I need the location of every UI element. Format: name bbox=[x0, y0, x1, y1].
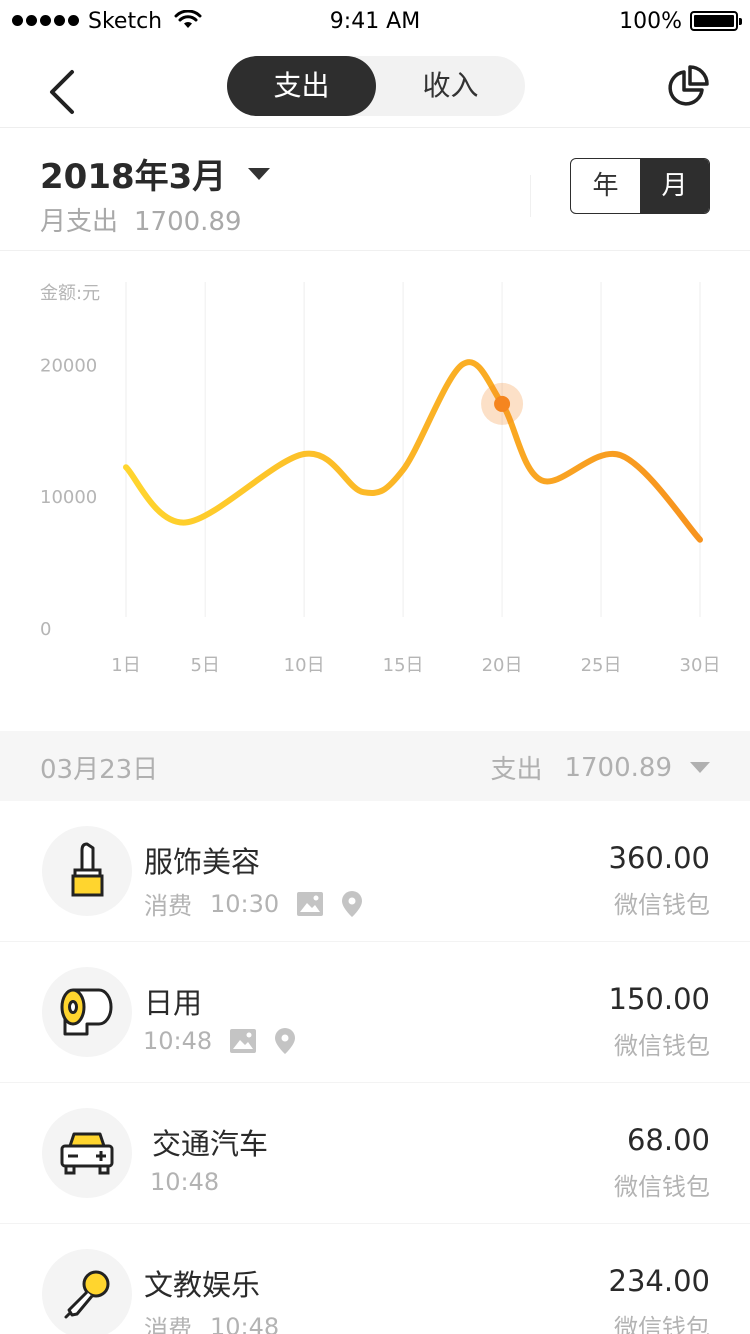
payment-account: 微信钱包 bbox=[614, 1314, 710, 1334]
category-name: 服饰美容 bbox=[144, 845, 261, 879]
toggle-year[interactable]: 年 bbox=[592, 171, 619, 201]
category-name: 日用 bbox=[144, 986, 203, 1020]
chevron-left-icon[interactable] bbox=[42, 68, 82, 116]
x-tick-label: 1日 bbox=[111, 655, 140, 676]
x-tick-label: 5日 bbox=[190, 655, 219, 676]
x-tick-label: 20日 bbox=[482, 655, 523, 676]
location-pin-icon bbox=[342, 890, 363, 917]
transaction-time: 10:48 bbox=[143, 1027, 213, 1055]
battery-icon bbox=[690, 11, 742, 31]
transaction-meta: 10:48 bbox=[143, 1027, 296, 1055]
highlight-point[interactable] bbox=[494, 395, 511, 412]
tab-expense[interactable]: 支出 bbox=[227, 56, 376, 116]
tab-income[interactable]: 收入 bbox=[422, 69, 479, 102]
category-name: 交通汽车 bbox=[152, 1127, 269, 1161]
payment-account: 微信钱包 bbox=[614, 891, 710, 919]
summary-amount: 1700.89 bbox=[134, 207, 242, 237]
series-line bbox=[123, 359, 703, 543]
transaction-tag: 消费 bbox=[144, 892, 192, 920]
y-axis-label: 金额:元 bbox=[40, 283, 100, 304]
status-time: 9:41 AM bbox=[329, 9, 421, 34]
category-name: 文教娱乐 bbox=[144, 1268, 261, 1302]
expense-income-switch: 支出 收入 bbox=[227, 56, 525, 116]
day-type-label: 支出 bbox=[490, 755, 543, 785]
category-icon-circle bbox=[42, 967, 132, 1057]
microphone-icon bbox=[64, 1270, 110, 1319]
pie-chart-icon[interactable] bbox=[664, 64, 710, 110]
payment-account: 微信钱包 bbox=[614, 1173, 710, 1201]
transaction-amount: 150.00 bbox=[608, 982, 710, 1016]
list-item[interactable]: 文教娱乐 消费 10:48 234.00 微信钱包 bbox=[0, 1224, 750, 1334]
category-icon-circle bbox=[42, 1249, 132, 1334]
transaction-meta: 消费 10:30 bbox=[144, 886, 363, 921]
day-summary-bar: 03月23日 支出 1700.89 bbox=[0, 731, 750, 801]
spending-chart: 金额:元 20000 10000 0 1日 5日 10日 15日 20日 25日 30日 bbox=[0, 252, 750, 730]
signal-icon bbox=[12, 15, 79, 26]
image-icon bbox=[297, 891, 324, 916]
toilet-paper-icon bbox=[60, 988, 113, 1036]
period-toggle: 年 月 bbox=[570, 158, 710, 214]
line-chart: 金额:元 20000 10000 0 1日 5日 10日 15日 20日 25日 30日 bbox=[40, 282, 721, 676]
transaction-time: 10:30 bbox=[210, 889, 280, 918]
transaction-time: 10:48 bbox=[150, 1168, 220, 1196]
payment-account: 微信钱包 bbox=[614, 1032, 710, 1060]
y-tick-label: 10000 bbox=[40, 487, 97, 508]
month-header: 2018年3月 月支出 1700.89 年 月 bbox=[0, 129, 750, 251]
carrier-name: Sketch bbox=[88, 9, 163, 34]
x-tick-label: 25日 bbox=[581, 655, 622, 676]
x-tick-label: 10日 bbox=[284, 655, 325, 676]
wifi-icon bbox=[174, 10, 202, 28]
y-tick-label: 20000 bbox=[40, 355, 97, 376]
car-icon bbox=[60, 1132, 114, 1175]
month-picker[interactable]: 2018年3月 bbox=[40, 149, 271, 198]
transaction-amount: 360.00 bbox=[608, 841, 710, 875]
list-item[interactable]: 服饰美容 消费 10:30 360.00 微信钱包 bbox=[0, 801, 750, 942]
lipstick-icon bbox=[71, 842, 104, 897]
caret-down-icon bbox=[690, 762, 710, 773]
image-icon bbox=[230, 1029, 257, 1053]
divider bbox=[530, 175, 531, 217]
category-icon-circle bbox=[42, 826, 132, 916]
list-item[interactable]: 交通汽车 10:48 68.00 微信钱包 bbox=[0, 1083, 750, 1224]
status-bar: Sketch 9:41 AM 100% bbox=[0, 0, 750, 44]
month-title: 2018年3月 bbox=[40, 157, 227, 197]
transaction-amount: 68.00 bbox=[626, 1123, 710, 1157]
caret-down-icon bbox=[248, 167, 271, 180]
category-icon-circle bbox=[42, 1108, 132, 1198]
transaction-time: 10:48 bbox=[210, 1312, 280, 1334]
battery-percent: 100% bbox=[619, 9, 682, 34]
day-amount: 1700.89 bbox=[564, 752, 672, 783]
transaction-tag: 消费 bbox=[144, 1315, 192, 1334]
list-item[interactable]: 日用 10:48 150.00 微信钱包 bbox=[0, 942, 750, 1083]
transaction-meta: 消费 10:48 bbox=[144, 1309, 279, 1334]
day-date: 03月23日 bbox=[40, 755, 159, 785]
y-tick-label: 0 bbox=[40, 619, 51, 640]
x-tick-label: 30日 bbox=[680, 655, 721, 676]
nav-bar: 支出 收入 bbox=[0, 44, 750, 128]
x-tick-label: 15日 bbox=[383, 655, 424, 676]
location-pin-icon bbox=[275, 1028, 296, 1054]
day-filter[interactable]: 支出 1700.89 bbox=[490, 749, 710, 786]
month-summary: 月支出 1700.89 bbox=[40, 201, 242, 238]
transaction-list: 服饰美容 消费 10:30 360.00 微信钱包 日用 10:48 150.0… bbox=[0, 801, 750, 1334]
toggle-month[interactable]: 月 bbox=[640, 159, 709, 213]
summary-label: 月支出 bbox=[40, 207, 119, 237]
transaction-meta: 10:48 bbox=[150, 1168, 219, 1196]
transaction-amount: 234.00 bbox=[608, 1264, 710, 1298]
